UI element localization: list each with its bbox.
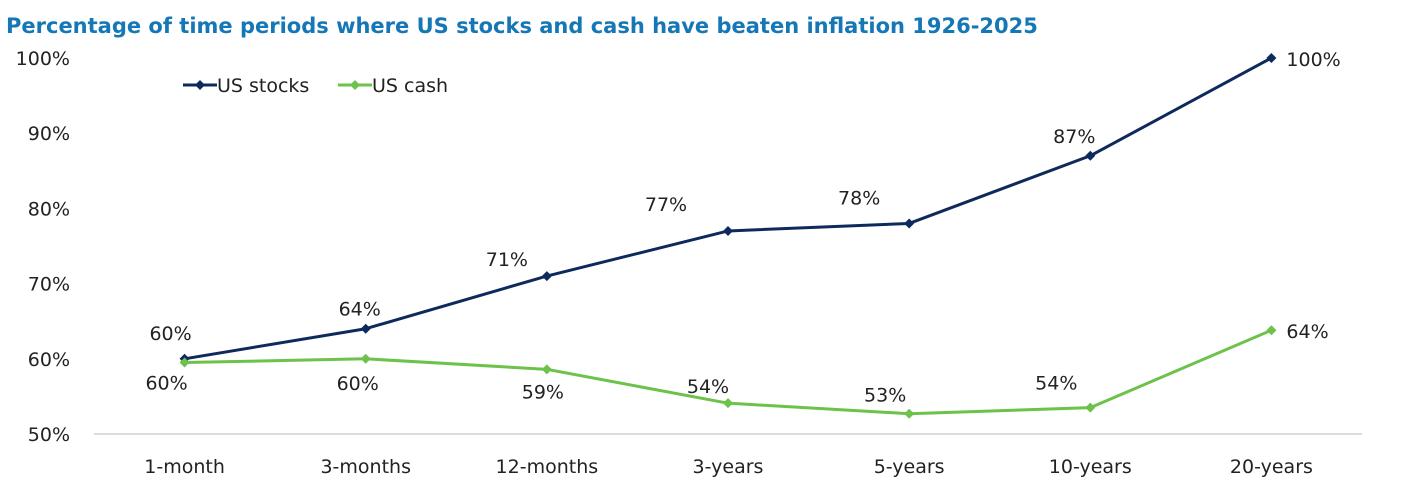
x-tick-label: 3-years [693,456,764,478]
data-label: 60% [149,323,191,345]
data-label: 78% [838,187,880,209]
legend: US stocks US cash [183,75,448,97]
data-label: 87% [1053,126,1095,148]
data-label: 60% [145,373,187,395]
data-label: 53% [864,385,906,407]
data-point-marker [723,398,733,409]
data-point-marker [179,357,190,368]
y-tick-label: 70% [28,274,70,296]
y-tick-label: 50% [28,424,70,446]
data-label: 77% [645,194,687,216]
legend-item: US stocks [183,75,309,97]
data-point-marker [1266,53,1277,63]
legend-label: US stocks [217,75,309,97]
legend-marker [195,80,205,90]
data-label: 64% [1286,321,1328,343]
data-label: 100% [1286,49,1340,71]
x-tick-label: 20-years [1230,456,1313,478]
x-tick-label: 5-years [874,456,945,478]
data-label: 54% [687,376,729,398]
x-tick-label: 10-years [1049,456,1132,478]
x-axis-ticks: 1-month 3-months 12-months 3-years 5-years 10… [144,456,1313,478]
data-label: 59% [522,381,564,403]
series-group: 60% 64% 71% 77% 78% 87% 100% 60% 60% 59% 54% 53% 54%… [145,49,1341,419]
data-label: 54% [1035,373,1077,395]
y-tick-label: 80% [28,198,70,220]
chart-title: Percentage of time periods where US stoc… [6,14,1038,38]
y-axis-ticks: 50% 60% 70% 80% 90% 100% [16,48,70,446]
data-point-marker [904,218,915,229]
data-point-marker [360,323,371,334]
data-point-marker [1266,325,1277,336]
data-point-marker [904,408,915,419]
data-point-marker [541,271,552,282]
x-tick-label: 3-months [320,456,411,478]
data-label: 71% [486,249,528,271]
data-point-marker [723,225,733,236]
legend-label: US cash [372,75,448,97]
series-1: 60% 60% 59% 54% 53% 54% 64% [145,321,1329,419]
y-tick-label: 60% [28,349,70,371]
series-0: 60% 64% 71% 77% 78% 87% 100% [149,49,1341,364]
x-tick-label: 12-months [496,456,599,478]
x-tick-label: 1-month [144,456,225,478]
legend-item: US cash [338,75,448,97]
data-point-marker [360,353,371,364]
data-label: 64% [339,299,381,321]
y-tick-label: 90% [28,123,70,145]
data-point-marker [541,364,552,375]
data-point-marker [1085,402,1096,413]
data-point-marker [1085,150,1096,161]
data-label: 60% [337,373,379,395]
y-tick-label: 100% [16,48,70,70]
legend-marker [350,80,360,90]
